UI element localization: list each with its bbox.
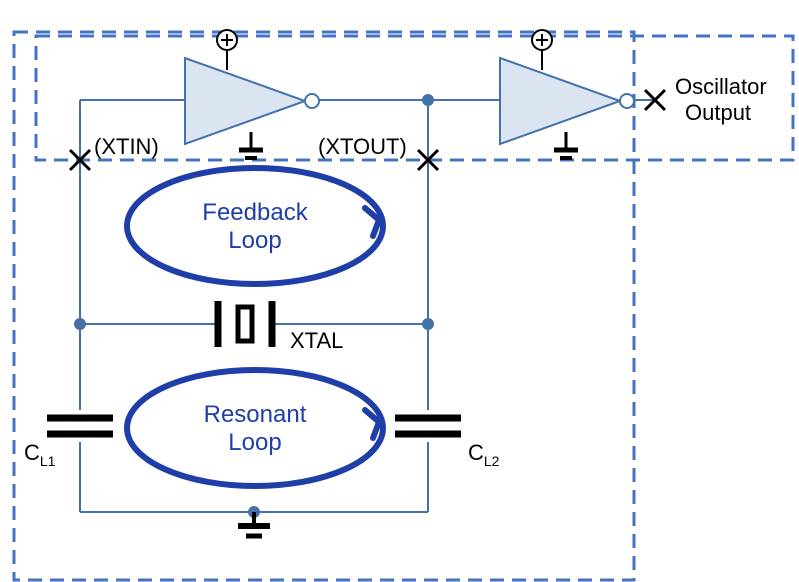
feedback-text-1: Feedback [202,199,308,226]
cl1-label: CL1 [24,440,56,469]
resonant-text-2: Loop [228,429,281,456]
feedback-loop-ellipse [127,168,383,284]
node-mid-right [422,318,434,330]
xtout-label: (XTOUT) [318,134,407,159]
ground-symbol [238,512,270,536]
xtal-label: XTAL [290,328,343,353]
cap-cl1 [47,418,113,434]
feedback-text-2: Loop [228,227,281,254]
cl2-label: CL2 [468,440,500,469]
node-top-right [422,94,434,106]
inverter-2 [500,30,634,158]
crystal-symbol [218,301,272,347]
inverter-1 [185,30,319,158]
resonant-loop-ellipse [127,370,383,486]
resonant-text-1: Resonant [204,401,307,428]
output-label-1: Oscillator [675,74,767,99]
output-label-2: Output [685,100,751,125]
cap-cl2 [395,418,461,434]
node-mid-left [74,318,86,330]
xtin-label: (XTIN) [94,134,159,159]
